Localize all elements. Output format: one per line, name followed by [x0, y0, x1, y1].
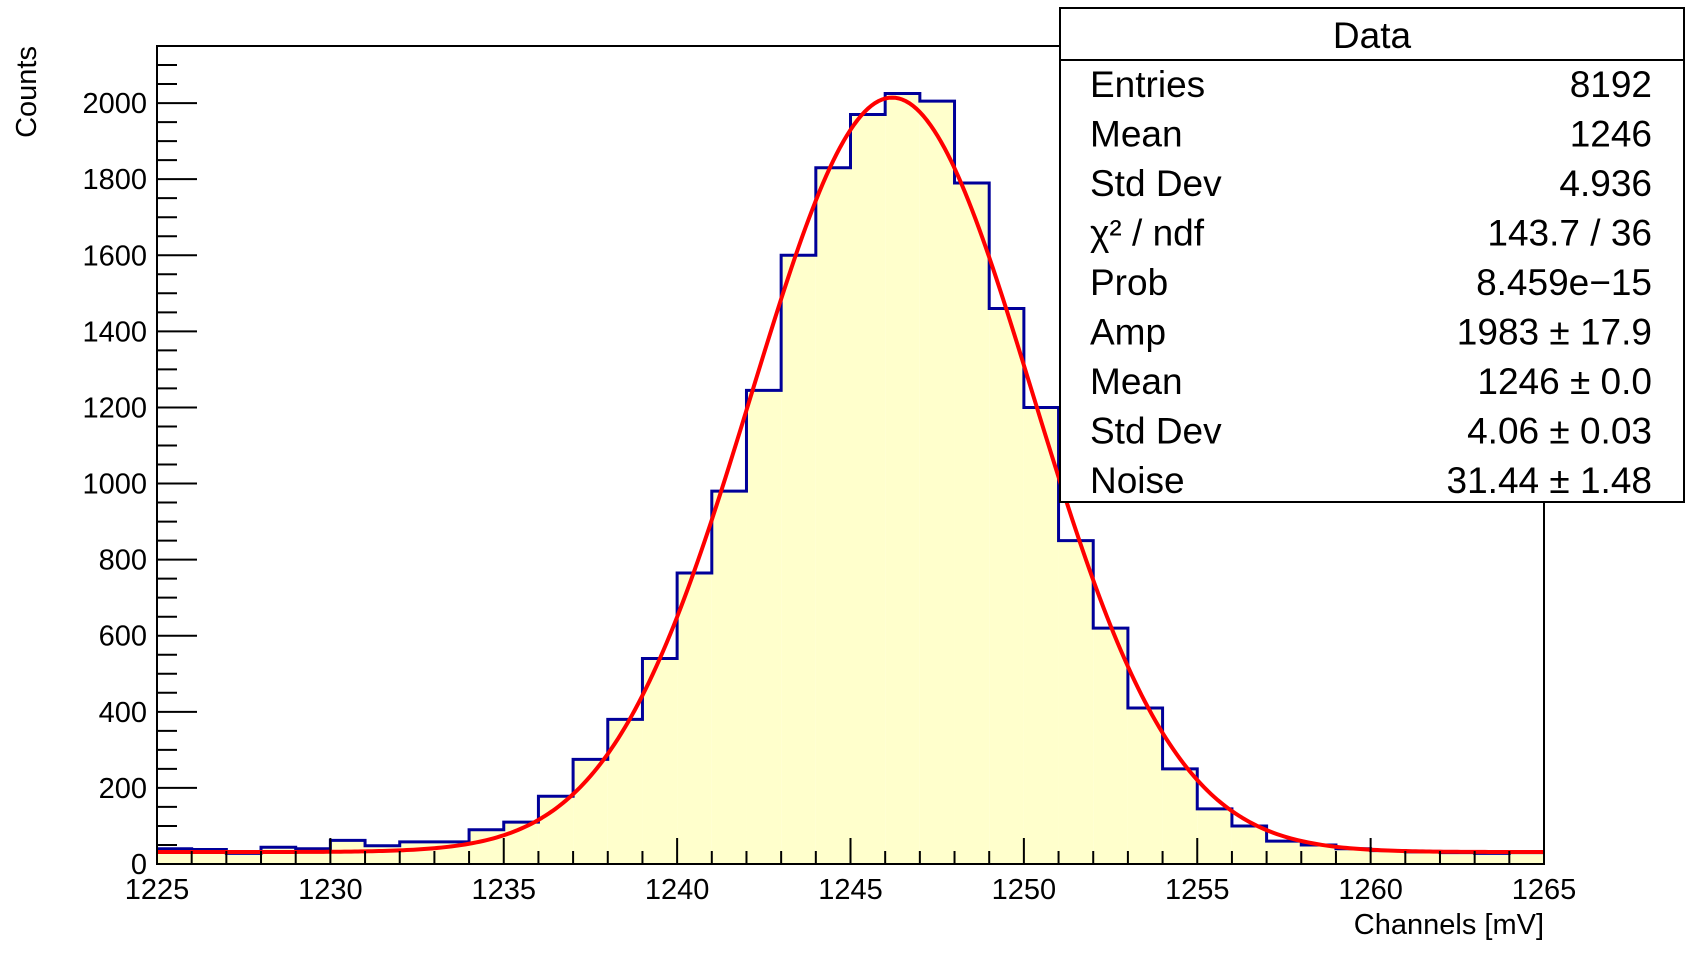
stats-row-label: Noise	[1090, 460, 1185, 501]
histogram-bin	[850, 114, 886, 865]
y-tick-label: 400	[99, 697, 147, 729]
histogram-bin	[365, 845, 400, 864]
histogram-bin	[989, 308, 1024, 864]
x-tick-label: 1240	[645, 874, 710, 906]
axes-layer: 1225 1230 1235 1240 1245 1250 1255 1260 1265 0 200…	[11, 45, 1577, 941]
y-tick-label: 1400	[82, 316, 147, 348]
histogram-bin	[746, 390, 782, 864]
histogram-bin	[1405, 851, 1440, 864]
histogram-bin	[1439, 852, 1475, 864]
y-tick-label: 2000	[82, 88, 147, 120]
histogram-bin	[1162, 768, 1198, 864]
histogram-bin	[1335, 848, 1371, 864]
histogram-bin	[954, 182, 990, 865]
x-tick-label: 1235	[471, 874, 536, 906]
x-tick-label: 1260	[1338, 874, 1403, 906]
x-tick-label: 1230	[298, 874, 363, 906]
histogram-bin	[642, 658, 678, 864]
y-tick-label: 1000	[82, 469, 147, 501]
y-tick-label: 1200	[82, 392, 147, 424]
y-tick-label: 0	[131, 849, 147, 881]
x-tick-label: 1255	[1165, 874, 1230, 906]
histogram-bin	[1093, 628, 1128, 864]
fit-curve	[157, 95, 1544, 855]
histogram-bin	[919, 101, 955, 865]
x-tick-label: 1250	[992, 874, 1057, 906]
stats-row-value: 8.459e−15	[1476, 262, 1652, 303]
histogram-bin	[1058, 540, 1094, 864]
y-tick-label: 1600	[82, 240, 147, 272]
histogram-bin	[1370, 850, 1406, 864]
stats-box: Data Entries 8192 Mean 1246 Std Dev 4.936 χ² / …	[1059, 7, 1685, 503]
histogram-layer	[157, 92, 1544, 865]
stats-row-value: 8192	[1570, 64, 1652, 105]
x-axis-label: Channels [mV]	[1354, 909, 1544, 941]
y-axis-label: Counts	[11, 46, 43, 138]
histogram-bin	[1127, 708, 1163, 864]
stats-box-title: Data	[1333, 15, 1412, 56]
histogram-bin	[399, 841, 435, 864]
y-tick-label: 1800	[82, 164, 147, 196]
stats-row-value: 1983 ± 17.9	[1457, 312, 1652, 353]
stats-row-label: Amp	[1090, 312, 1166, 353]
stats-row-value: 31.44 ± 1.48	[1447, 460, 1652, 501]
stats-row-label: χ² / ndf	[1090, 213, 1205, 254]
histogram-bin	[1231, 825, 1267, 864]
histogram-bin	[815, 167, 851, 864]
histogram-bin	[1197, 808, 1232, 864]
stats-row-value: 4.06 ± 0.03	[1467, 411, 1652, 452]
y-tick-label: 800	[99, 545, 147, 577]
stats-row-value: 1246 ± 0.0	[1477, 361, 1652, 402]
stats-box-frame	[1059, 7, 1685, 503]
y-tick-label: 600	[99, 621, 147, 653]
histogram-bin	[1023, 407, 1059, 864]
histogram-bin	[607, 719, 643, 864]
histogram-bin	[677, 572, 712, 864]
stats-row-label: Std Dev	[1090, 411, 1222, 452]
histogram-bin	[885, 93, 920, 865]
x-tick-label: 1225	[125, 874, 190, 906]
stats-row-label: Entries	[1090, 64, 1205, 105]
stats-row-label: Prob	[1090, 262, 1168, 303]
histogram-bin	[1301, 844, 1336, 864]
stats-row-value: 4.936	[1559, 163, 1652, 204]
histogram-bin	[226, 853, 262, 864]
histogram-bin	[1509, 852, 1544, 864]
histogram-bin	[781, 255, 816, 865]
stats-row-label: Mean	[1090, 361, 1183, 402]
x-tick-label: 1265	[1512, 874, 1577, 906]
stats-row-label: Std Dev	[1090, 163, 1222, 204]
histogram-bin	[1266, 841, 1302, 864]
histogram-bin	[261, 847, 296, 864]
stats-row-label: Mean	[1090, 114, 1183, 155]
histogram-bin	[1474, 853, 1510, 864]
stats-row-value: 1246	[1570, 114, 1652, 155]
y-tick-label: 200	[99, 773, 147, 805]
histogram-bin	[711, 491, 747, 864]
histogram-outline	[157, 92, 1544, 855]
x-tick-label: 1245	[818, 874, 883, 906]
stats-row-value: 143.7 / 36	[1487, 213, 1652, 254]
fit-curve-layer	[157, 95, 1544, 855]
